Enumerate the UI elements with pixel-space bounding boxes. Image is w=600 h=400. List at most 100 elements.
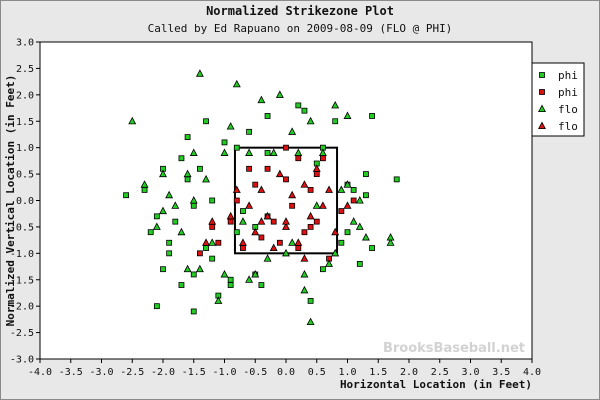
data-point — [196, 250, 203, 257]
data-point — [258, 282, 265, 288]
data-point — [240, 245, 246, 251]
data-point — [246, 128, 253, 135]
data-point — [356, 260, 363, 267]
y-axis-label: Normalized Vertical Location (in Feet) — [4, 75, 17, 327]
series-flo-triangle — [128, 69, 395, 326]
data-point — [233, 197, 240, 204]
data-point — [240, 208, 246, 214]
data-point — [318, 148, 327, 156]
data-point — [172, 218, 179, 225]
chart-title: Normalized Strikezone Plot — [206, 4, 394, 18]
data-point — [355, 196, 364, 204]
data-point — [361, 233, 370, 241]
data-point — [386, 238, 395, 246]
data-point — [264, 113, 271, 119]
data-point — [251, 227, 260, 236]
data-point — [263, 211, 272, 220]
data-point — [275, 90, 284, 98]
data-point — [160, 266, 166, 273]
data-point — [306, 116, 315, 125]
data-point — [282, 222, 290, 230]
data-point — [283, 176, 289, 183]
data-point — [190, 308, 197, 315]
data-point — [215, 239, 222, 246]
data-point — [232, 79, 241, 88]
x-tick-label: -1.0 — [212, 367, 236, 378]
data-point — [294, 148, 303, 156]
x-tick-label: -3.0 — [89, 367, 113, 378]
data-point — [195, 264, 204, 273]
data-point — [295, 155, 302, 162]
legend-item: flo — [538, 103, 578, 116]
y-tick-label: -3.0 — [10, 355, 34, 366]
data-point — [220, 270, 229, 278]
data-point — [344, 229, 351, 236]
data-point — [209, 255, 216, 262]
y-tick-label: 3.0 — [16, 38, 34, 49]
data-point — [190, 271, 197, 278]
data-point — [355, 222, 364, 230]
data-point — [165, 190, 174, 199]
data-point — [300, 285, 309, 294]
watermark: BrooksBaseball.net — [383, 341, 525, 356]
data-point — [325, 185, 334, 193]
y-tick-label: 1.5 — [16, 117, 34, 128]
data-point — [184, 176, 191, 183]
series-flo-triangle — [202, 164, 352, 262]
data-point — [177, 227, 186, 236]
data-point — [338, 208, 345, 214]
data-point — [270, 218, 277, 225]
data-point — [226, 211, 235, 220]
data-point — [363, 192, 369, 199]
x-tick-label: -4.0 — [28, 367, 52, 378]
data-point — [343, 201, 352, 209]
y-tick-label: -2.5 — [10, 328, 34, 339]
data-point — [171, 201, 180, 209]
y-tick-label: 0.0 — [16, 196, 34, 207]
data-point — [214, 296, 223, 304]
data-point — [208, 238, 217, 246]
data-point — [221, 139, 228, 146]
x-tick-label: 0.0 — [277, 367, 295, 378]
data-point — [189, 196, 198, 204]
x-tick-label: 1.5 — [369, 367, 387, 378]
legend-label: phi — [558, 86, 578, 99]
data-point — [257, 217, 266, 225]
data-point — [269, 243, 278, 252]
data-point — [245, 275, 254, 283]
y-tick-label: -1.5 — [10, 275, 34, 286]
data-point — [313, 218, 320, 225]
data-point — [318, 201, 327, 209]
y-tick-label: -2.0 — [10, 302, 34, 313]
data-point — [123, 192, 129, 199]
data-point — [301, 107, 308, 114]
data-point — [306, 317, 315, 326]
data-point — [245, 201, 254, 209]
data-point — [282, 248, 290, 257]
chart-subtitle: Called by Ed Rapuano on 2009-08-09 (FLO … — [147, 22, 453, 35]
plot-area — [39, 41, 533, 360]
data-point — [307, 187, 314, 193]
y-tick-label: 2.5 — [16, 64, 34, 75]
data-point — [226, 122, 235, 130]
data-point — [307, 224, 314, 230]
x-tick-label: -2.0 — [151, 367, 175, 378]
data-point — [295, 102, 302, 109]
data-point — [300, 254, 309, 262]
series-phi-square — [196, 144, 357, 262]
legend-item: flo — [538, 120, 578, 133]
x-tick-label: 3.0 — [461, 367, 479, 378]
data-point — [301, 229, 308, 236]
data-point — [338, 239, 345, 246]
data-point — [332, 118, 339, 125]
data-point — [288, 238, 297, 246]
legend-label: phi — [558, 69, 578, 82]
data-point — [263, 254, 272, 262]
legend-item: phi — [539, 69, 578, 82]
data-point — [276, 239, 283, 246]
data-point — [152, 222, 161, 230]
data-point — [159, 206, 167, 215]
data-point — [331, 100, 340, 109]
y-tick-label: 2.0 — [16, 90, 34, 101]
